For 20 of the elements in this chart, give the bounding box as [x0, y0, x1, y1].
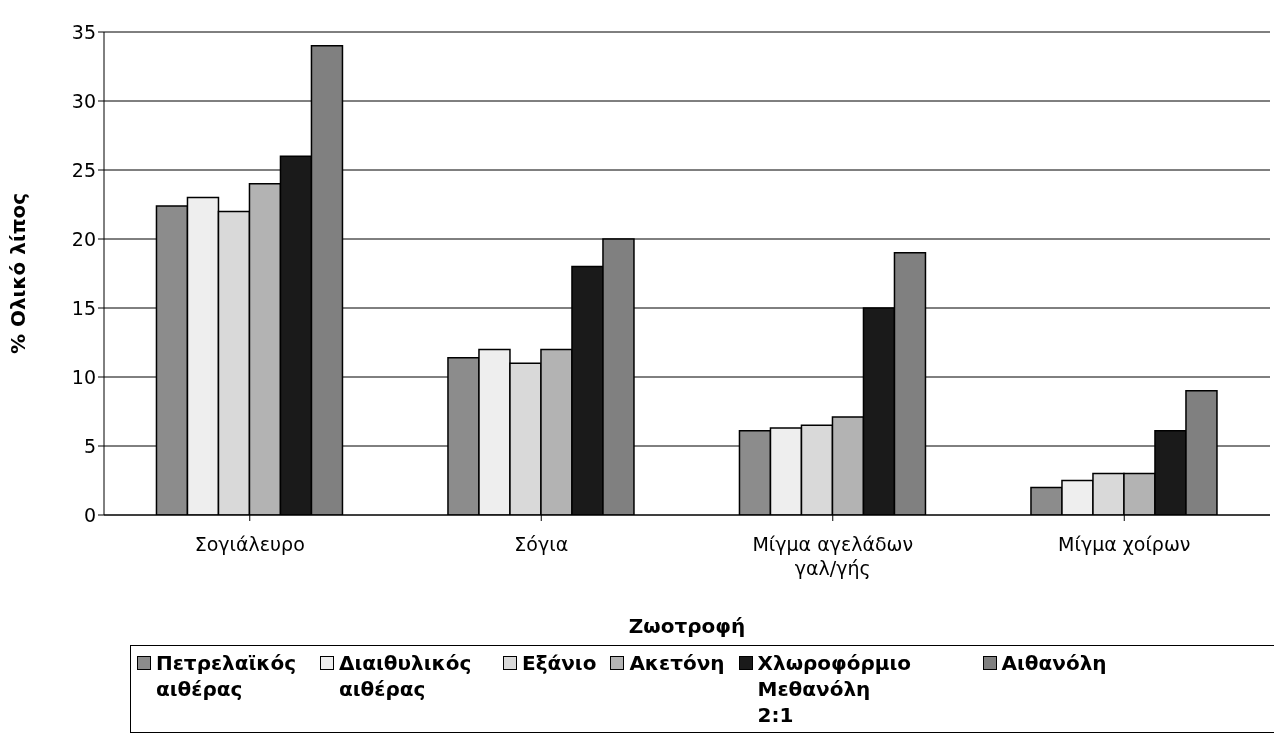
legend-label: Διαιθυλικός αιθέρας [339, 650, 473, 702]
y-tick-label: 30 [71, 89, 96, 112]
y-tick-label: 15 [71, 296, 96, 319]
x-tick-label: Σογιάλευρο [194, 533, 305, 555]
x-tick-label: Σόγια [514, 533, 569, 555]
y-axis-title: % Ολικό λίπος [6, 192, 31, 355]
y-tick-label: 5 [83, 434, 96, 457]
y-tick-label: 25 [71, 158, 96, 181]
y-tick-label: 35 [71, 20, 96, 43]
y-tick-label: 0 [83, 503, 96, 526]
legend-label: Ακετόνη [629, 650, 725, 676]
legend-label: Αιθανόλη [1001, 650, 1107, 676]
legend-label: Πετρελαϊκός αιθέρας [156, 650, 298, 702]
y-tick-label: 20 [71, 227, 96, 250]
x-tick-label: Μίγμα χοίρων [1058, 533, 1191, 555]
x-axis-title: Ζωοτροφή [628, 614, 746, 638]
legend-label: Χλωροφόρμιο Μεθανόλη 2:1 [757, 650, 912, 728]
y-tick-label: 10 [71, 365, 96, 388]
x-tick-label: Μίγμα αγελάδων γαλ/γής [752, 533, 914, 579]
legend-label: Εξάνιο [522, 650, 597, 676]
